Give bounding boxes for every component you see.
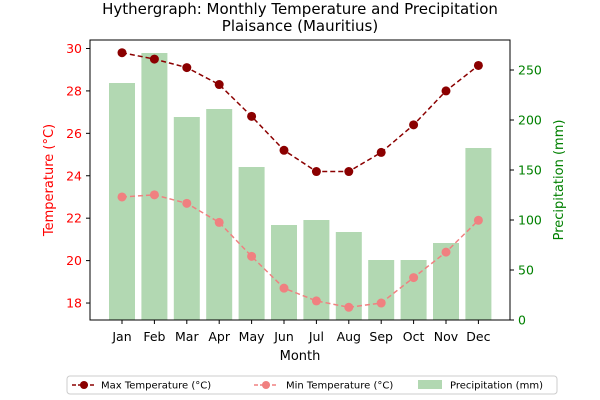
precip-bar-sep xyxy=(368,260,395,320)
x-tick-label-sep: Sep xyxy=(369,329,393,344)
plot-frame xyxy=(89,39,511,321)
chart-title: Hythergraph: Monthly Temperature and Pre… xyxy=(102,0,498,18)
left-axis-label: Temperature (°C) xyxy=(42,124,57,237)
chart-subtitle: Plaisance (Mauritius) xyxy=(222,17,378,35)
min-temp-point-apr xyxy=(214,217,224,227)
max-temp-point-mar xyxy=(182,63,192,73)
x-tick-label-oct: Oct xyxy=(403,329,425,344)
legend: Max Temperature (°C) Min Temperature (°C… xyxy=(66,375,558,395)
right-tick-label-200: 200 xyxy=(518,113,542,128)
min-temp-point-feb xyxy=(149,190,159,200)
max-temp-line xyxy=(121,51,479,173)
min-temp-point-jul xyxy=(311,296,321,306)
x-tick-label-nov: Nov xyxy=(434,329,459,344)
x-axis: Jan Feb Mar Apr May Jun Jul Aug Sep Oct Nov Dec xyxy=(111,320,491,344)
left-tick-label-24: 24 xyxy=(66,168,82,183)
max-temp-point-nov xyxy=(441,86,451,96)
x-tick-label-apr: Apr xyxy=(208,329,230,344)
precipitation-bars xyxy=(109,53,492,320)
right-tick-label-100: 100 xyxy=(518,213,542,228)
x-tick-label-feb: Feb xyxy=(143,329,165,344)
precip-bar-may xyxy=(238,167,265,320)
x-tick-label-jan: Jan xyxy=(111,329,131,344)
right-tick-label-50: 50 xyxy=(518,263,534,278)
left-tick-label-28: 28 xyxy=(66,83,82,98)
max-temp-point-may xyxy=(247,111,257,121)
temperature-lines xyxy=(117,48,483,312)
max-temp-point-oct xyxy=(409,120,419,130)
max-temp-point-feb xyxy=(149,54,159,64)
precip-bar-oct xyxy=(400,260,427,320)
precip-bar-jan xyxy=(109,83,135,320)
x-tick-label-aug: Aug xyxy=(337,329,361,344)
min-temp-point-jan xyxy=(117,192,127,202)
right-axis-label: Precipitation (mm) xyxy=(552,120,567,241)
min-temp-point-may xyxy=(247,251,257,261)
min-temp-point-mar xyxy=(182,198,192,208)
max-temp-point-sep xyxy=(376,147,386,157)
left-tick-label-26: 26 xyxy=(66,126,82,141)
left-tick-label-22: 22 xyxy=(66,211,82,226)
left-tick-label-30: 30 xyxy=(66,41,82,56)
min-temp-point-aug xyxy=(344,302,354,312)
min-temp-line xyxy=(121,194,479,309)
left-tick-label-18: 18 xyxy=(66,296,82,311)
precip-bar-feb xyxy=(141,53,168,320)
legend-max-label: Max Temperature (°C) xyxy=(101,381,211,392)
legend-precip-swatch-icon xyxy=(418,380,442,389)
min-temp-point-nov xyxy=(441,247,451,257)
precip-bar-jun xyxy=(271,225,297,320)
left-tick-label-20: 20 xyxy=(66,253,82,268)
max-temp-point-jun xyxy=(279,145,289,155)
right-axis: 0 50 100 150 200 250 xyxy=(510,63,542,328)
min-temp-point-sep xyxy=(376,298,386,308)
x-tick-label-jun: Jun xyxy=(273,329,294,344)
right-tick-label-0: 0 xyxy=(518,313,526,328)
x-tick-label-mar: Mar xyxy=(175,329,199,344)
x-tick-label-jul: Jul xyxy=(308,329,324,344)
right-tick-label-250: 250 xyxy=(518,63,542,78)
legend-precip-label: Precipitation (mm) xyxy=(450,381,543,392)
precip-bar-dec xyxy=(465,148,492,320)
min-temp-point-dec xyxy=(473,215,483,225)
legend-min-marker-icon xyxy=(262,381,270,389)
precip-bar-apr xyxy=(206,109,233,320)
max-temp-point-jul xyxy=(311,167,321,177)
right-tick-label-150: 150 xyxy=(518,163,542,178)
max-temp-point-aug xyxy=(344,167,354,177)
x-tick-label-dec: Dec xyxy=(466,329,490,344)
legend-min-label: Min Temperature (°C) xyxy=(286,381,393,392)
max-temp-point-dec xyxy=(473,60,483,70)
x-tick-label-may: May xyxy=(239,329,265,344)
min-temp-point-jun xyxy=(279,283,289,293)
max-temp-point-jan xyxy=(117,48,127,58)
legend-max-marker-icon xyxy=(80,381,88,389)
precip-bar-mar xyxy=(173,117,200,320)
left-axis: 18 20 22 24 26 28 30 xyxy=(66,41,90,311)
max-temp-point-apr xyxy=(214,80,224,90)
x-axis-label: Month xyxy=(280,349,321,364)
min-temp-point-oct xyxy=(409,273,419,283)
